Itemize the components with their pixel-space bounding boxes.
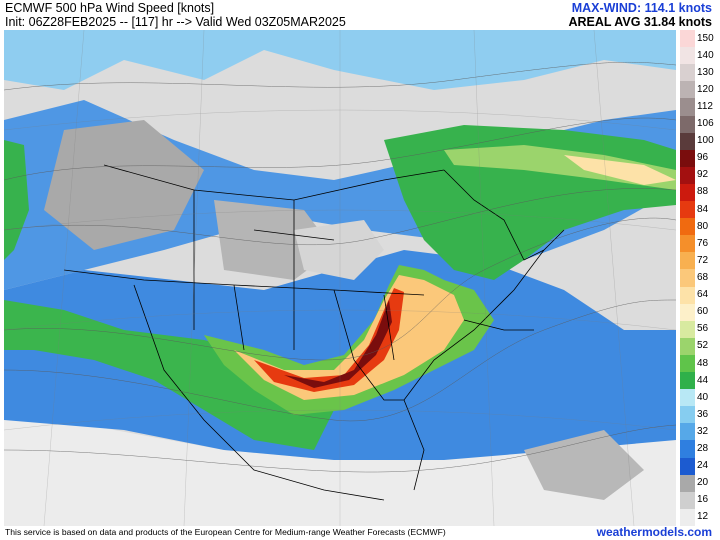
colorbar-label: 100 [697, 135, 714, 147]
colorbar-label: 92 [697, 169, 709, 181]
colorbar-swatch [680, 406, 695, 424]
colorbar-label: 32 [697, 425, 709, 437]
colorbar-swatch [680, 115, 695, 134]
colorbar-swatch [680, 201, 695, 219]
colorbar-label: 150 [697, 32, 714, 44]
colorbar-swatch [680, 252, 695, 270]
colorbar-label: 56 [697, 323, 709, 335]
colorbar-swatch [680, 81, 695, 99]
colorbar-swatch [680, 337, 695, 356]
colorbar-swatch [680, 389, 695, 407]
wind-speed-map [4, 30, 676, 526]
footer: This service is based on data and produc… [0, 525, 720, 540]
grey-pocket-central [294, 220, 384, 280]
colorbar-swatch [680, 64, 695, 82]
colorbar-label: 52 [697, 340, 709, 352]
colorbar-swatch [680, 508, 695, 527]
colorbar-label: 80 [697, 220, 709, 232]
colorbar-label: 36 [697, 408, 709, 420]
colorbar-label: 84 [697, 203, 709, 215]
map-title: ECMWF 500 hPa Wind Speed [knots] [5, 1, 215, 15]
colorbar-label: 112 [697, 100, 713, 112]
graticule [4, 30, 676, 526]
areal-average-readout: AREAL AVG 31.84 knots [568, 15, 712, 29]
map-title-block: ECMWF 500 hPa Wind Speed [knots] Init: 0… [5, 1, 346, 29]
colorbar-label: 48 [697, 357, 709, 369]
northern-jet-core [444, 145, 676, 190]
grey-pocket-gulf [524, 430, 644, 500]
colorbar-label: 96 [697, 152, 709, 164]
brand-link[interactable]: weathermodels.com [596, 525, 712, 539]
colorbar-label: 72 [697, 254, 709, 266]
map-canvas [4, 30, 676, 526]
colorbar-swatch [680, 166, 695, 185]
colorbar-label: 106 [697, 118, 714, 130]
jet-red-core [254, 288, 404, 392]
northern-jet-max [564, 155, 676, 185]
colorbar-swatch [680, 235, 695, 253]
colorbar-label: 60 [697, 306, 709, 318]
stats-block: MAX-WIND: 114.1 knots AREAL AVG 31.84 kn… [568, 1, 712, 29]
colorbar-swatch [680, 354, 695, 373]
colorbar-label: 64 [697, 289, 709, 301]
colorbar-label: 20 [697, 477, 709, 489]
colorbar-label: 44 [697, 374, 709, 386]
jet-maximum [284, 300, 392, 388]
max-wind-readout: MAX-WIND: 114.1 knots [571, 1, 712, 15]
colorbar-swatch [680, 132, 695, 151]
colorbar-label: 24 [697, 460, 709, 472]
colorbar-label: 16 [697, 494, 709, 506]
jet-orange-ring [234, 275, 464, 400]
colorbar-swatch [680, 440, 695, 459]
colorbar-label: 130 [697, 66, 714, 78]
colorbar-swatch [680, 218, 695, 236]
southern-jet-green [4, 300, 334, 450]
colorbar-swatch [680, 183, 695, 202]
colorbar-swatch [680, 423, 695, 441]
colorbar-label: 12 [697, 511, 709, 523]
streamlines [4, 61, 676, 473]
colorbar-label: 140 [697, 49, 714, 61]
colorbar-label: 88 [697, 186, 709, 198]
colorbar-swatch [680, 149, 695, 168]
colorbar-label: 120 [697, 83, 714, 95]
colorbar-label: 28 [697, 443, 709, 455]
colorbar-label: 68 [697, 272, 709, 283]
west-coast-green [4, 140, 29, 260]
colorbar-swatch [680, 372, 695, 390]
colorbar-swatch [680, 320, 695, 339]
data-credit: This service is based on data and produc… [5, 527, 446, 537]
colorbar-swatch [680, 98, 695, 116]
colorbar-swatch [680, 47, 695, 65]
init-valid-line: Init: 06Z28FEB2025 -- [117] hr --> Valid… [5, 15, 346, 29]
colorbar-label: 76 [697, 237, 709, 249]
header: ECMWF 500 hPa Wind Speed [knots] Init: 0… [0, 0, 720, 30]
colorbar-swatch [680, 303, 695, 322]
colorbar-swatch [680, 30, 695, 48]
colorbar-swatch [680, 457, 695, 476]
wind-speed-colorbar: 150 140 130 120 112 106 100 96 92 88 84 80 76 72 68 64 6… [680, 30, 720, 527]
colorbar-swatch [680, 474, 695, 493]
grey-pocket-west [44, 120, 204, 250]
colorbar-swatch [680, 286, 695, 305]
colorbar-label: 40 [697, 391, 709, 403]
colorbar-swatch [680, 269, 695, 288]
colorbar-swatch [680, 491, 695, 510]
boundary-lines [63, 164, 565, 501]
